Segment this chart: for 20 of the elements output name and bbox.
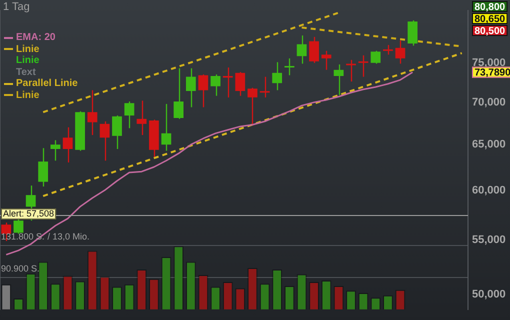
- annotation: / 13,0 Mio.: [48, 231, 90, 242]
- y2-tick-label: 90.900 S.: [1, 263, 40, 274]
- chart-title: 1 Tag: [3, 1, 30, 13]
- y-tick-label: 70,000: [472, 96, 506, 108]
- text: 80,800: [474, 2, 506, 13]
- legend-label: Parallel Linie: [16, 78, 78, 90]
- text: 73,7890: [474, 67, 510, 78]
- legend-label: EMA: 20: [16, 32, 56, 44]
- annotation: Linie: [16, 55, 40, 66]
- y-tick-label: 65,000: [472, 138, 506, 151]
- y-tick-label: 50,000: [472, 288, 506, 300]
- text: 80,500: [474, 26, 506, 37]
- y-tick-label: 60,000: [472, 184, 506, 196]
- legend-label: Linie: [16, 90, 40, 101]
- ref-line-label: Alert: 57,508: [3, 208, 54, 218]
- y-tick-label: 55,000: [472, 234, 506, 246]
- y-tick-label: 75,000: [472, 56, 506, 69]
- legend-label: Linie: [16, 44, 40, 55]
- text: 80,650: [474, 14, 506, 25]
- annotation: Text: [16, 66, 36, 78]
